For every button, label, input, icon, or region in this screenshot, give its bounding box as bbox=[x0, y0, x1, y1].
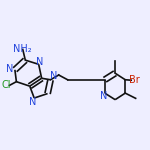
Text: N: N bbox=[36, 57, 44, 67]
Text: Br: Br bbox=[129, 75, 140, 85]
Text: N: N bbox=[29, 97, 36, 107]
Text: N: N bbox=[100, 91, 107, 101]
Text: N: N bbox=[6, 64, 13, 74]
Text: NH₂: NH₂ bbox=[14, 44, 32, 54]
Text: Cl: Cl bbox=[2, 80, 12, 90]
Text: N: N bbox=[50, 72, 57, 81]
